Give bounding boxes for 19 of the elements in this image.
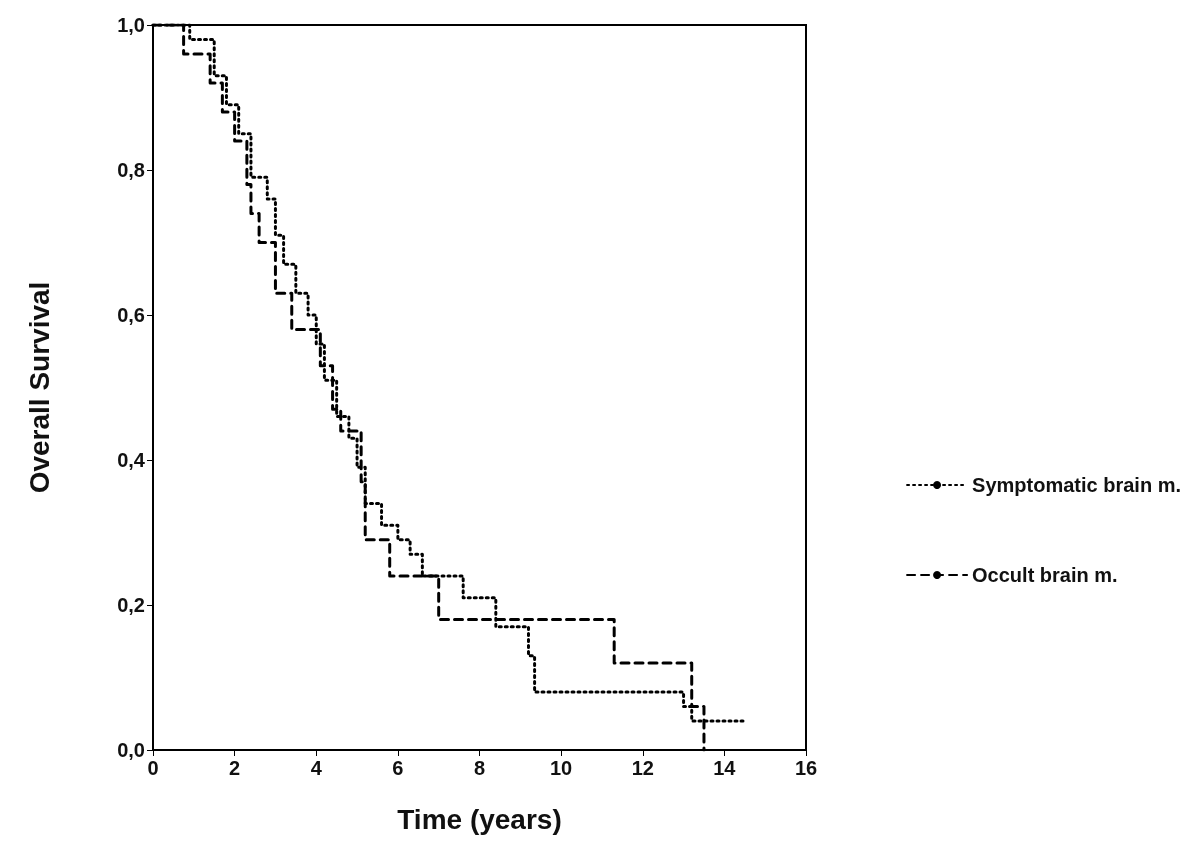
y-tick-label: 0,8 [117, 159, 145, 181]
y-axis-title: Overall Survival [23, 281, 55, 494]
legend-label: Occult brain m. [972, 564, 1118, 586]
x-tick-label: 2 [229, 757, 241, 779]
x-tick-label: 12 [631, 757, 654, 779]
y-tick-label: 1,0 [117, 14, 145, 36]
y-tick-label: 0,0 [117, 739, 145, 761]
x-tick-label: 14 [713, 757, 737, 779]
x-tick-label: 0 [147, 757, 159, 779]
y-tick-label: 0,2 [117, 594, 145, 616]
x-axis-title: Time (years) [397, 803, 562, 835]
y-tick-label: 0,6 [117, 304, 145, 326]
x-tick-label: 4 [310, 757, 323, 779]
legend-label: Symptomatic brain m. [972, 474, 1181, 496]
x-tick-label: 16 [794, 757, 818, 779]
x-tick-label: 8 [473, 757, 486, 779]
x-tick-label: 6 [392, 757, 404, 779]
x-tick-label: 10 [550, 757, 573, 779]
y-tick-label: 0,4 [117, 449, 146, 471]
